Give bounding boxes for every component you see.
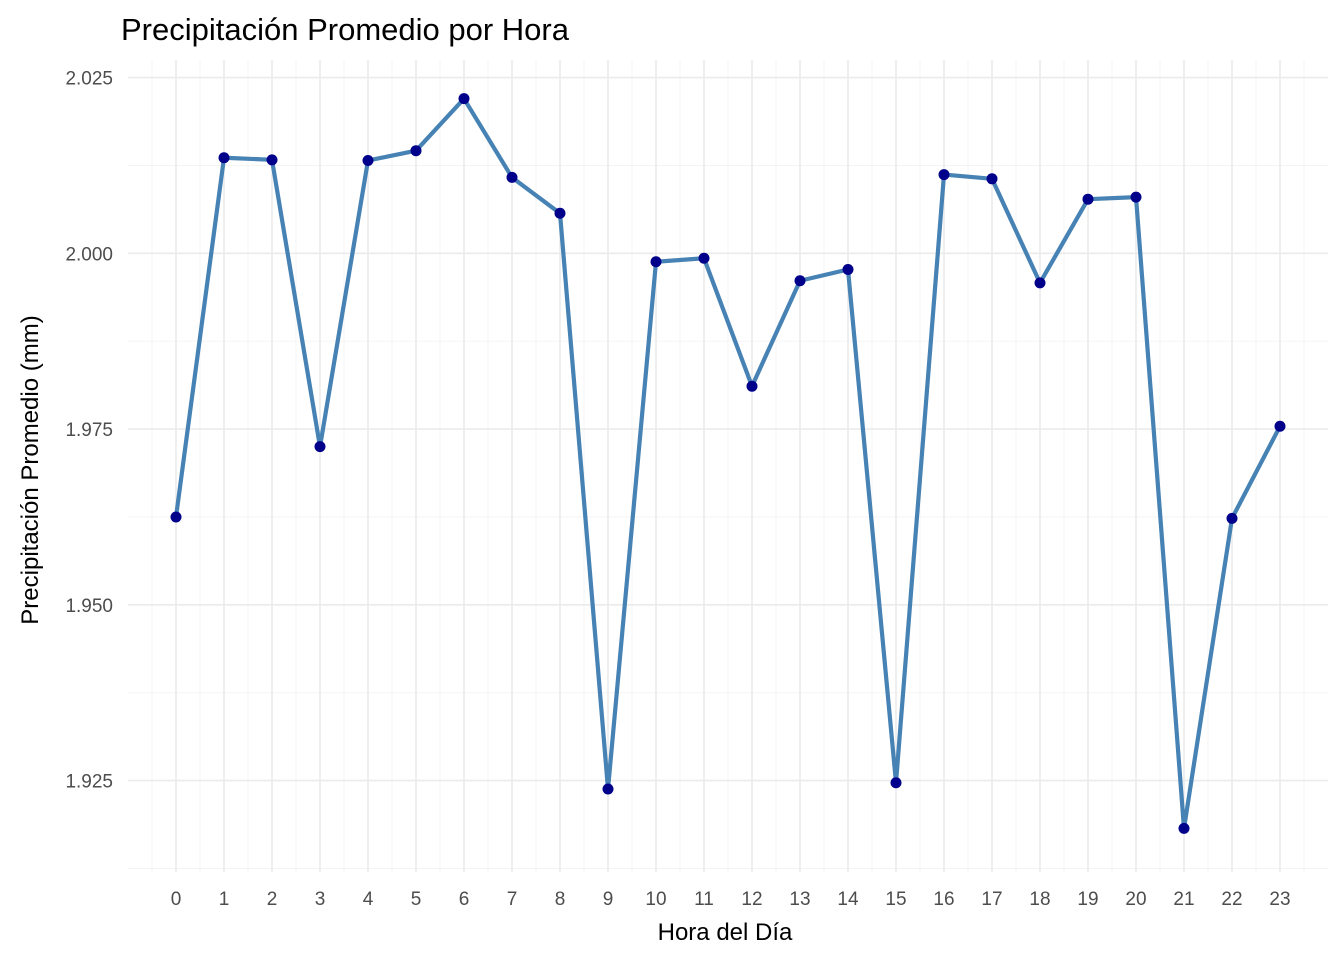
x-tick-label: 0 xyxy=(171,889,182,910)
data-point xyxy=(314,441,326,453)
series-line xyxy=(173,96,1283,831)
data-point xyxy=(938,169,950,181)
data-point xyxy=(650,256,662,268)
data-point xyxy=(746,380,758,392)
x-tick-label: 15 xyxy=(885,889,906,910)
data-point xyxy=(794,275,806,287)
x-tick-label: 1 xyxy=(219,889,230,910)
x-tick-label: 18 xyxy=(1029,889,1050,910)
x-tick-label: 6 xyxy=(459,889,470,910)
x-tick-label: 22 xyxy=(1221,889,1242,910)
y-axis-title: Precipitación Promedio (mm) xyxy=(17,315,44,624)
x-tick-label: 20 xyxy=(1125,889,1146,910)
data-point xyxy=(890,777,902,789)
x-axis-title: Hora del Día xyxy=(658,919,793,946)
major-gridlines xyxy=(128,60,1328,872)
x-tick-label: 11 xyxy=(694,889,714,910)
data-point xyxy=(986,173,998,185)
y-tick-label: 1.975 xyxy=(65,420,113,441)
data-point xyxy=(266,154,278,166)
x-tick-label: 17 xyxy=(981,889,1002,910)
data-point xyxy=(1274,420,1286,432)
x-axis-tick-labels: 0 1 2 3 4 5 6 7 8 9 10 11 12 13 14 15 16 17 18 19 20 21 22 23 xyxy=(171,889,1291,910)
x-tick-label: 23 xyxy=(1269,889,1290,910)
data-point xyxy=(362,155,374,167)
x-tick-label: 10 xyxy=(645,889,666,910)
x-tick-label: 19 xyxy=(1077,889,1098,910)
x-tick-label: 21 xyxy=(1173,889,1194,910)
data-point xyxy=(1082,193,1094,205)
data-point xyxy=(1130,191,1142,203)
data-point xyxy=(1178,822,1190,834)
y-axis-tick-labels: 1.925 1.950 1.975 2.000 2.025 xyxy=(65,69,113,793)
y-tick-label: 1.925 xyxy=(65,772,113,793)
y-tick-label: 2.025 xyxy=(65,69,113,90)
data-point xyxy=(458,93,470,105)
data-point xyxy=(698,252,710,264)
data-point xyxy=(602,783,614,795)
x-tick-label: 13 xyxy=(789,889,810,910)
x-tick-label: 14 xyxy=(837,889,859,910)
data-point xyxy=(1034,277,1046,289)
x-tick-label: 7 xyxy=(507,889,518,910)
x-tick-label: 4 xyxy=(363,889,374,910)
y-tick-label: 1.950 xyxy=(65,596,113,617)
x-tick-label: 2 xyxy=(267,889,278,910)
data-point xyxy=(170,511,182,523)
x-tick-label: 3 xyxy=(315,889,326,910)
data-point xyxy=(842,264,854,276)
data-point xyxy=(554,207,566,219)
series-points-group xyxy=(170,93,1286,834)
x-tick-label: 9 xyxy=(603,889,614,910)
data-point xyxy=(506,171,518,183)
minor-gridlines xyxy=(128,60,1328,872)
series-line-group xyxy=(173,96,1283,831)
x-tick-label: 16 xyxy=(933,889,954,910)
y-tick-label: 2.000 xyxy=(65,244,113,265)
data-point xyxy=(410,145,422,157)
x-tick-label: 12 xyxy=(741,889,762,910)
x-tick-label: 8 xyxy=(555,889,566,910)
data-point xyxy=(1226,512,1238,524)
data-point xyxy=(218,152,230,164)
chart-title: Precipitación Promedio por Hora xyxy=(121,12,570,47)
x-tick-label: 5 xyxy=(411,889,422,910)
